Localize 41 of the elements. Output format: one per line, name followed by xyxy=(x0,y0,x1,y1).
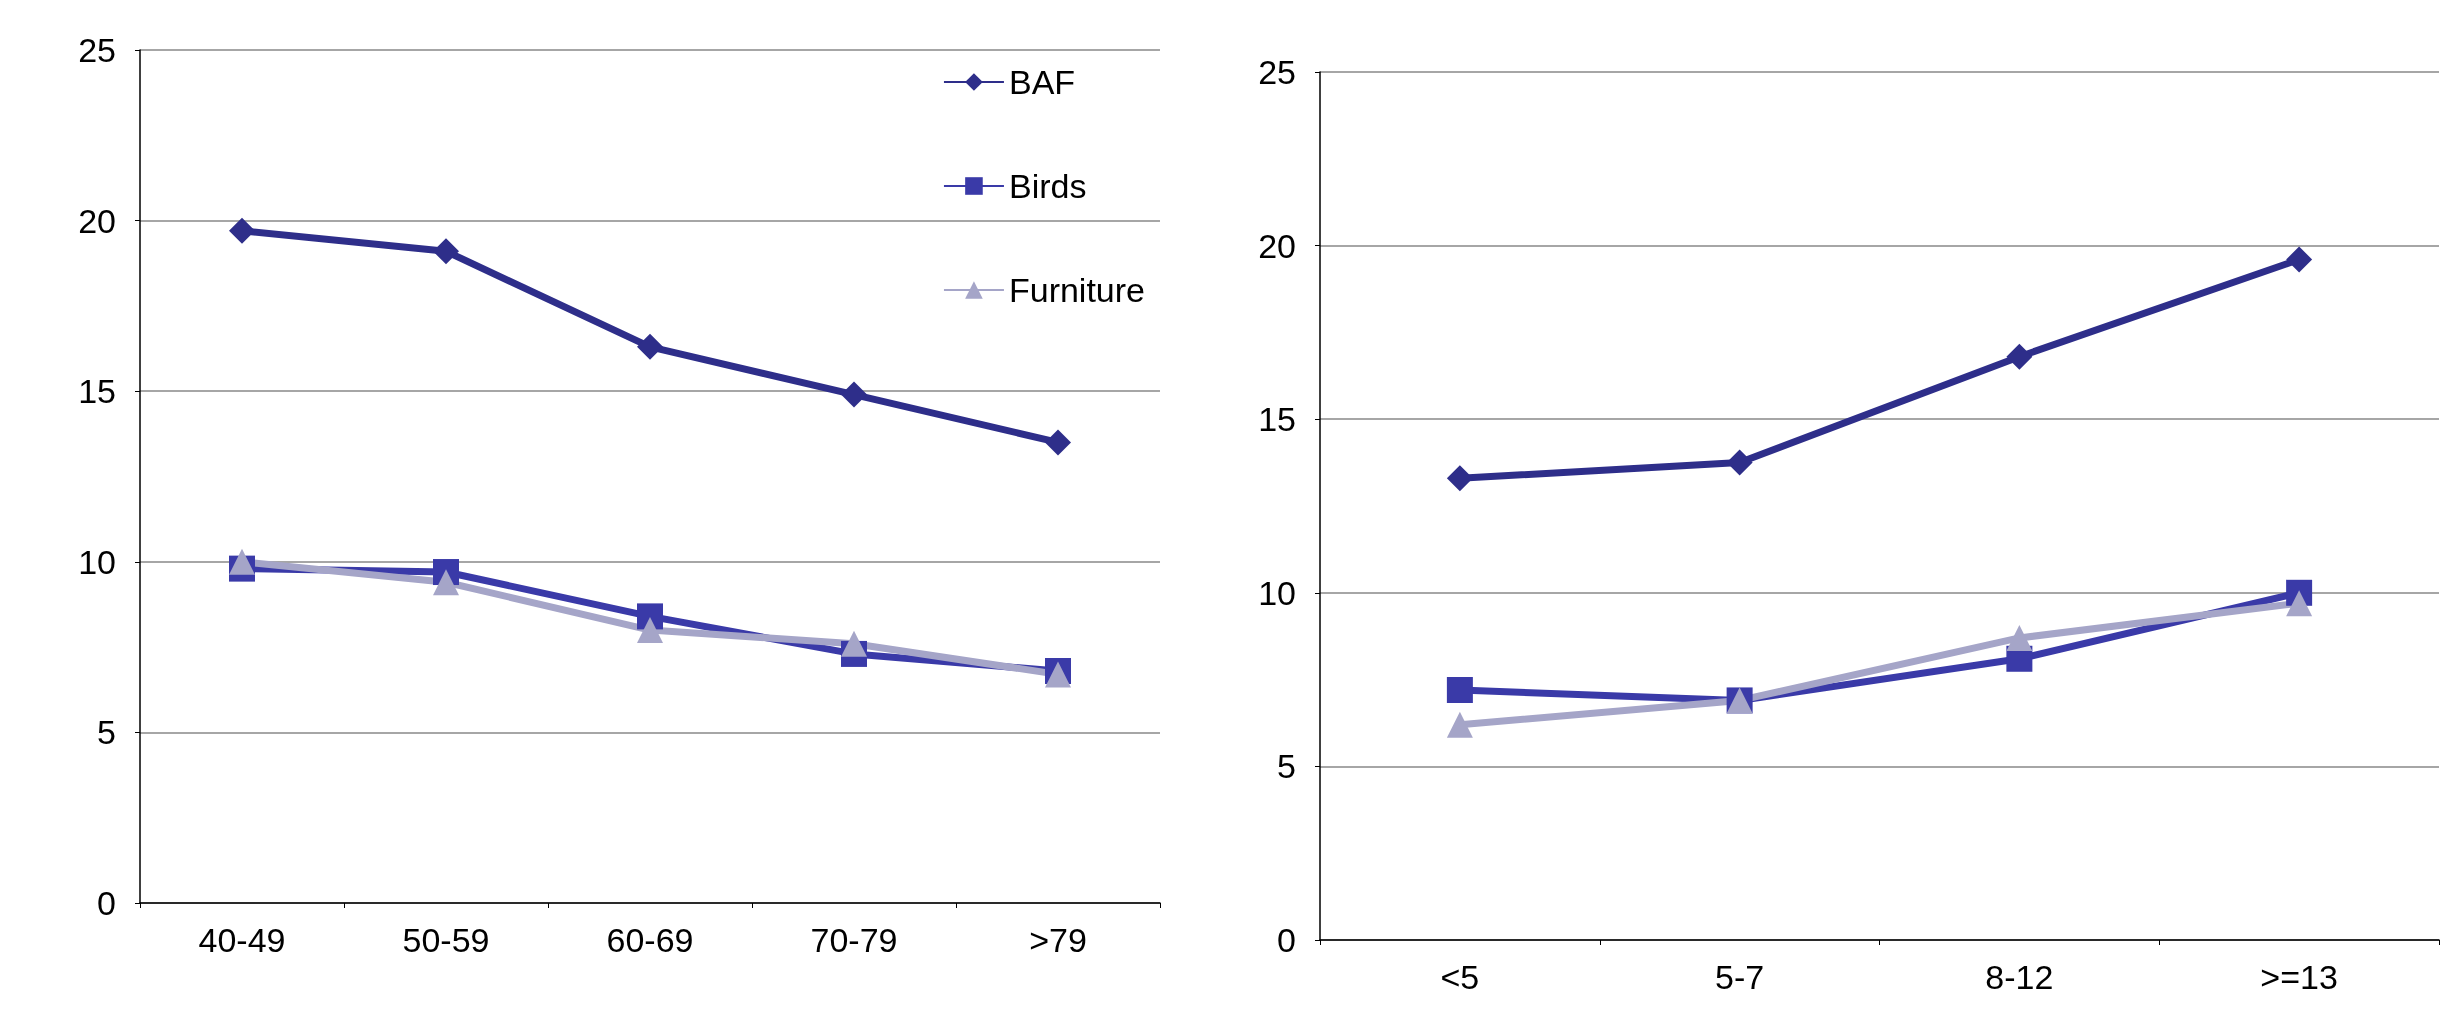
point xyxy=(2286,246,2313,273)
point xyxy=(1726,449,1753,476)
x-tick-label: 70-79 xyxy=(810,921,898,959)
x-tick-label: 40-49 xyxy=(198,921,286,959)
y-tick-label: 5 xyxy=(1277,747,1296,786)
y-tick-label: 15 xyxy=(1258,400,1296,439)
y-tick-label: 10 xyxy=(78,542,116,581)
legend-label: BAF xyxy=(1008,63,1076,101)
point xyxy=(433,569,459,596)
y-tick-label: 0 xyxy=(97,884,116,922)
y-tick-label: 25 xyxy=(1258,53,1296,91)
y-tick-label: 20 xyxy=(78,201,116,240)
point xyxy=(1446,677,1473,704)
y-tick-label: 15 xyxy=(78,372,116,411)
point xyxy=(637,617,663,644)
y-tick-label: 25 xyxy=(78,31,116,69)
y-tick-label: 10 xyxy=(1258,573,1296,612)
point xyxy=(1446,711,1473,738)
x-tick-label: <5 xyxy=(1440,958,1480,996)
point xyxy=(637,333,663,360)
x-tick-label: >79 xyxy=(1029,921,1087,959)
legend-label: Birds xyxy=(1008,167,1087,205)
point xyxy=(1045,429,1071,456)
y-tick-label: 0 xyxy=(1277,921,1296,959)
point xyxy=(2006,624,2033,651)
point xyxy=(841,381,867,408)
x-tick-label: 50-59 xyxy=(402,921,490,959)
legend-label: Furniture xyxy=(1008,271,1146,309)
x-tick-label: 8-12 xyxy=(1985,958,2054,996)
y-tick-label: 20 xyxy=(1258,226,1296,265)
point xyxy=(229,548,255,575)
point xyxy=(229,217,255,244)
point xyxy=(1446,465,1473,492)
x-tick-label: 5-7 xyxy=(1715,958,1765,996)
x-tick-label: >=13 xyxy=(2260,958,2338,996)
point xyxy=(2286,590,2313,617)
point xyxy=(841,630,867,657)
y-tick-label: 5 xyxy=(97,713,116,752)
point xyxy=(2006,343,2033,370)
point xyxy=(433,238,459,265)
x-tick-label: 60-69 xyxy=(606,921,694,959)
